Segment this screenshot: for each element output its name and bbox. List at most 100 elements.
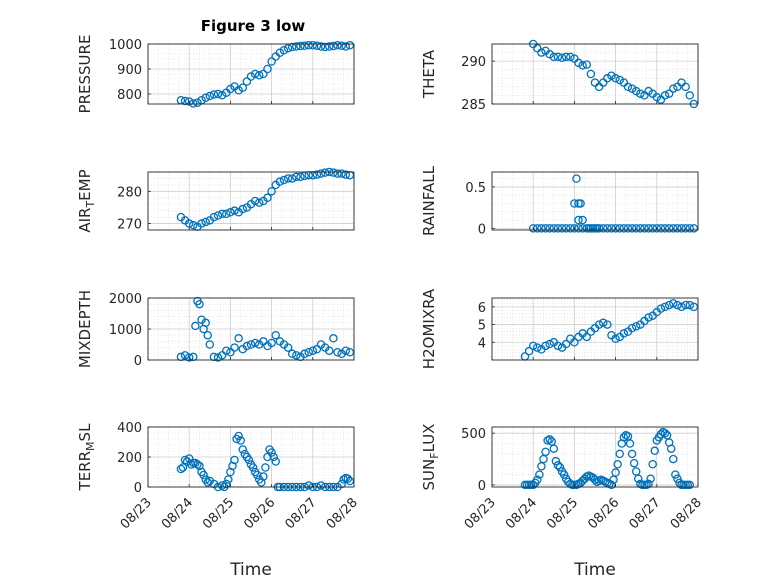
data-point	[681, 300, 690, 310]
data-point	[287, 174, 297, 183]
data-point	[664, 89, 674, 98]
data-point	[337, 479, 346, 489]
data-point	[325, 346, 334, 355]
y-tick-label: 0.5	[465, 181, 486, 196]
data-point	[329, 41, 338, 51]
data-point	[549, 224, 559, 233]
data-point	[582, 332, 592, 342]
data-point	[570, 224, 579, 233]
data-point	[238, 445, 248, 454]
data-point	[279, 175, 289, 185]
data-point	[586, 69, 596, 79]
data-point	[561, 224, 571, 233]
data-point	[308, 346, 318, 355]
data-point	[217, 91, 227, 100]
subplot-1: 800 900 1000 PRESSURE	[76, 35, 355, 113]
data-point	[304, 347, 313, 357]
y-tick-label: 0	[134, 354, 142, 369]
data-point	[230, 455, 239, 465]
y-tick-label: 0	[478, 222, 486, 237]
data-point	[656, 224, 666, 233]
axes-background	[492, 172, 698, 230]
data-point	[292, 172, 301, 182]
data-point	[598, 318, 608, 328]
data-point	[275, 177, 285, 186]
data-point	[333, 347, 342, 357]
data-point	[263, 193, 272, 203]
data-point	[603, 320, 612, 329]
data-point	[217, 209, 227, 219]
data-point	[594, 320, 604, 329]
data-point	[244, 455, 254, 465]
axes-frame	[491, 43, 699, 105]
data-point	[312, 344, 322, 354]
data-point	[250, 69, 260, 79]
data-point	[644, 479, 653, 489]
data-point	[254, 198, 264, 207]
data-point	[561, 339, 571, 349]
y-tick-label: 800	[117, 88, 142, 103]
data-point	[561, 52, 571, 62]
data-point	[656, 429, 666, 439]
subplot-grid: 800 900 1000 PRESSURE 285 290 THETA 270 280 AIRTE…	[76, 35, 705, 580]
data-point	[666, 444, 676, 453]
y-tick-label: 400	[117, 421, 142, 436]
data-point	[557, 224, 567, 233]
data-point	[603, 224, 612, 233]
data-point	[545, 339, 554, 349]
y-tick-label: 290	[461, 55, 486, 70]
data-point	[217, 351, 227, 360]
data-point	[582, 60, 592, 69]
data-point	[345, 41, 355, 50]
data-point	[259, 69, 268, 79]
data-point	[590, 475, 600, 485]
data-point	[677, 302, 686, 312]
data-point	[339, 475, 348, 484]
data-point	[627, 323, 637, 333]
data-point	[574, 215, 583, 225]
data-point	[611, 334, 620, 343]
data-point	[619, 329, 629, 338]
data-point	[203, 478, 212, 487]
data-point	[559, 470, 569, 479]
y-tick-label: 5	[478, 319, 486, 334]
data-point	[656, 304, 666, 313]
y-tick-label: 1000	[109, 323, 142, 338]
y-axis-label: MIXDEPTH	[76, 290, 94, 368]
data-point	[572, 174, 581, 183]
data-point	[226, 84, 235, 94]
subplot-4: 0 0.5 RAINFALL	[420, 165, 699, 237]
data-point	[644, 224, 653, 233]
y-tick-label: 270	[117, 218, 142, 233]
data-point	[201, 318, 210, 328]
data-point	[629, 458, 639, 468]
data-point	[209, 352, 219, 362]
data-point	[267, 338, 276, 348]
y-tick-label: 0	[478, 479, 486, 494]
data-point	[673, 224, 682, 233]
data-point	[615, 449, 624, 459]
data-point	[252, 470, 262, 480]
data-point	[631, 224, 641, 233]
data-point	[180, 96, 190, 106]
y-axis-label: THETA	[420, 49, 438, 99]
data-point	[201, 217, 210, 227]
data-point	[279, 46, 289, 55]
data-point	[611, 74, 620, 83]
data-point	[193, 460, 202, 469]
data-point	[545, 224, 554, 233]
data-point	[222, 479, 231, 489]
axes-frame	[491, 297, 699, 361]
y-tick-label: 0	[134, 481, 142, 496]
data-point	[341, 346, 351, 355]
y-tick-label: 2000	[109, 292, 142, 307]
data-point	[528, 224, 538, 233]
data-point	[551, 456, 561, 466]
data-point	[578, 215, 587, 225]
y-tick-label: 6	[478, 301, 486, 316]
data-point	[660, 91, 670, 100]
data-point	[329, 168, 338, 177]
data-point	[222, 346, 231, 355]
data-point	[557, 53, 567, 62]
